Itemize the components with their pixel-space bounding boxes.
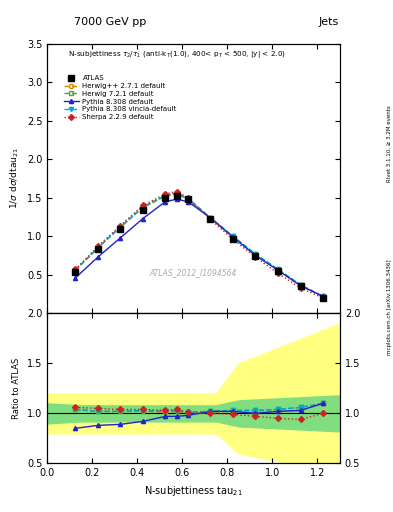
X-axis label: N-subjettiness tau$_{21}$: N-subjettiness tau$_{21}$ xyxy=(144,484,243,498)
Y-axis label: 1/$\sigma$ d$\sigma$/dtau$_{21}$: 1/$\sigma$ d$\sigma$/dtau$_{21}$ xyxy=(9,147,21,209)
Text: ATLAS_2012_I1094564: ATLAS_2012_I1094564 xyxy=(150,268,237,278)
Text: mcplots.cern.ch [arXiv:1306.3436]: mcplots.cern.ch [arXiv:1306.3436] xyxy=(387,260,392,355)
Text: 7000 GeV pp: 7000 GeV pp xyxy=(74,16,146,27)
Legend: ATLAS, Herwig++ 2.7.1 default, Herwig 7.2.1 default, Pythia 8.308 default, Pythi: ATLAS, Herwig++ 2.7.1 default, Herwig 7.… xyxy=(62,74,178,121)
Y-axis label: Ratio to ATLAS: Ratio to ATLAS xyxy=(12,358,21,419)
Text: Jets: Jets xyxy=(318,16,339,27)
Text: N-subjettiness $\tau_2/\tau_1$ (anti-k$_T$(1.0), 400< p$_T$ < 500, |y| < 2.0): N-subjettiness $\tau_2/\tau_1$ (anti-k$_… xyxy=(68,49,286,60)
Text: Rivet 3.1.10, ≥ 3.2M events: Rivet 3.1.10, ≥ 3.2M events xyxy=(387,105,392,182)
